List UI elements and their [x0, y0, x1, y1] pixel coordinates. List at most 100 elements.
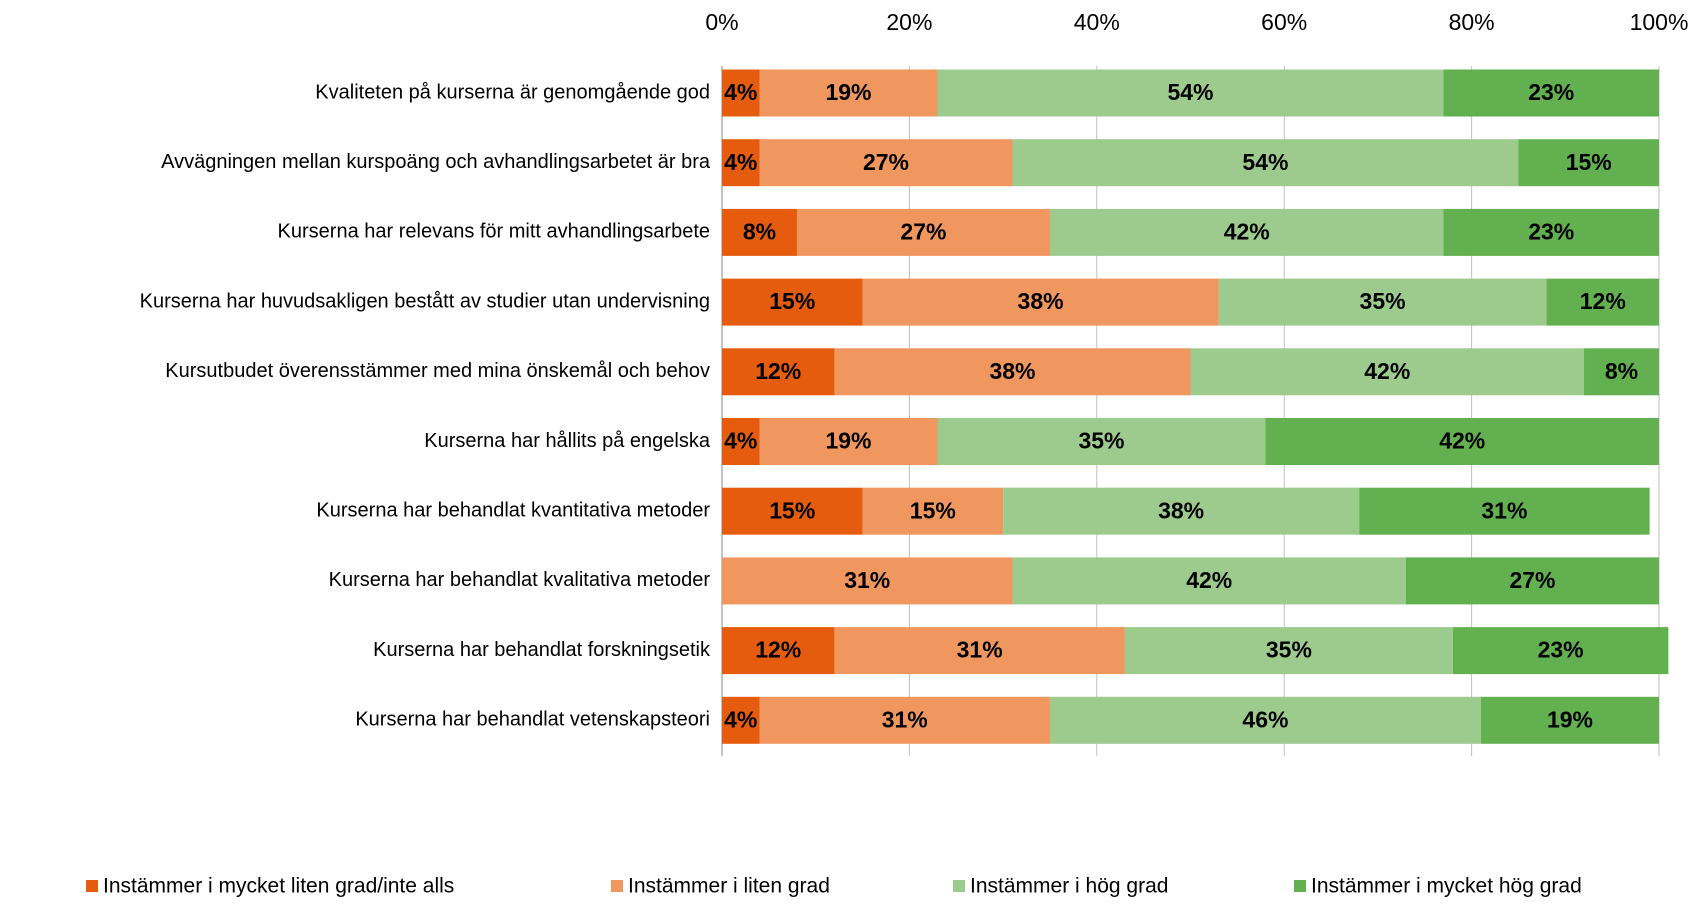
legend-swatch	[1294, 880, 1306, 892]
data-label: 8%	[1605, 358, 1638, 384]
y-tick-label: Kurserna har behandlat vetenskapsteori	[355, 709, 710, 731]
data-label: 23%	[1528, 218, 1574, 244]
bar-segment	[1452, 627, 1669, 675]
bar-segment	[722, 69, 760, 117]
y-tick-label: Kurserna har behandlat kvalitativa metod…	[329, 569, 711, 591]
bar-segment	[1190, 348, 1585, 396]
data-label: 15%	[1566, 149, 1612, 175]
bar-segment	[834, 348, 1191, 396]
data-label: 31%	[1481, 497, 1527, 523]
legend-swatch	[953, 880, 965, 892]
bar-segment	[1124, 627, 1453, 675]
data-label: 38%	[1018, 288, 1064, 314]
data-label: 31%	[957, 637, 1003, 663]
x-tick-label: 40%	[1074, 9, 1120, 35]
y-tick-label: Kvaliteten på kurserna är genomgående go…	[315, 81, 710, 103]
y-tick-label: Kurserna har behandlat forskningsetik	[373, 639, 711, 661]
data-label: 38%	[989, 358, 1035, 384]
bar-segment	[1443, 208, 1659, 256]
data-label: 35%	[1078, 428, 1124, 454]
data-label: 4%	[724, 149, 757, 175]
y-tick-label: Avvägningen mellan kurspoäng och avhandl…	[161, 151, 711, 173]
bar-segment	[759, 418, 938, 465]
data-label: 15%	[769, 288, 815, 314]
y-tick-label: Kurserna har relevans för mitt avhandlin…	[278, 221, 710, 243]
bar-segment	[1012, 139, 1519, 187]
bar-segment	[1012, 557, 1407, 605]
data-label: 4%	[724, 706, 757, 732]
bar-segment	[796, 208, 1050, 256]
legend-label: Instämmer i mycket liten grad/inte alls	[103, 875, 454, 898]
bar-segment	[937, 69, 1444, 117]
data-label: 54%	[1242, 149, 1288, 175]
bar-segment	[722, 208, 797, 256]
data-label: 23%	[1528, 79, 1574, 105]
data-label: 35%	[1360, 288, 1406, 314]
data-label: 31%	[844, 567, 890, 593]
data-label: 31%	[882, 706, 928, 732]
bar-segment	[759, 69, 938, 117]
bar-segment	[1003, 487, 1360, 535]
y-tick-label: Kurserna har hållits på engelska	[424, 430, 711, 452]
bar-segment	[759, 139, 1013, 187]
bar-segment	[862, 487, 1004, 535]
data-label: 12%	[755, 358, 801, 384]
y-tick-label: Kurserna har behandlat kvantitativa meto…	[316, 499, 710, 521]
data-label: 54%	[1167, 79, 1213, 105]
bar-segment	[722, 418, 760, 465]
data-label: 12%	[1580, 288, 1626, 314]
data-label: 15%	[910, 497, 956, 523]
legend-label: Instämmer i mycket hög grad	[1311, 875, 1582, 898]
data-label: 19%	[1547, 706, 1593, 732]
data-label: 15%	[769, 497, 815, 523]
bar-segment	[1518, 139, 1659, 187]
legend-label: Instämmer i liten grad	[628, 875, 830, 898]
bar-segment	[722, 696, 760, 744]
data-label: 35%	[1266, 637, 1312, 663]
bar-segment	[1359, 487, 1650, 535]
bar-segment	[834, 627, 1125, 675]
bar-segment	[862, 278, 1219, 326]
bar-segment	[722, 557, 1013, 605]
bar-segment	[1480, 696, 1659, 744]
legend-swatch	[86, 880, 98, 892]
legend-swatch	[611, 880, 623, 892]
bar-segment	[722, 139, 760, 187]
bar-segment	[759, 696, 1050, 744]
data-label: 4%	[724, 428, 757, 454]
bar-segment	[1584, 348, 1659, 396]
data-label: 23%	[1538, 637, 1584, 663]
data-label: 4%	[724, 79, 757, 105]
bar-segment	[1049, 208, 1444, 256]
bar-segment	[722, 348, 835, 396]
bar-segment	[1443, 69, 1659, 117]
data-label: 12%	[755, 637, 801, 663]
x-tick-label: 0%	[705, 9, 738, 35]
bar-segment	[722, 627, 835, 675]
bar-segment	[937, 418, 1266, 465]
bar-segment	[1218, 278, 1547, 326]
data-label: 42%	[1364, 358, 1410, 384]
x-tick-label: 20%	[886, 9, 932, 35]
data-label: 27%	[900, 218, 946, 244]
bar-segment	[722, 278, 863, 326]
x-tick-label: 80%	[1449, 9, 1495, 35]
legend-label: Instämmer i hög grad	[970, 875, 1168, 898]
bar-segment	[722, 487, 863, 535]
data-label: 27%	[1509, 567, 1555, 593]
bar-segment	[1265, 418, 1659, 465]
data-label: 46%	[1242, 706, 1288, 732]
bar-segment	[1049, 696, 1481, 744]
x-tick-label: 100%	[1630, 9, 1689, 35]
data-label: 42%	[1186, 567, 1232, 593]
data-label: 38%	[1158, 497, 1204, 523]
data-label: 8%	[743, 218, 776, 244]
y-tick-label: Kursutbudet överensstämmer med mina önsk…	[165, 360, 710, 382]
x-tick-label: 60%	[1261, 9, 1307, 35]
y-tick-label: Kurserna har huvudsakligen bestått av st…	[140, 290, 710, 312]
data-label: 19%	[825, 79, 871, 105]
data-label: 27%	[863, 149, 909, 175]
data-label: 19%	[825, 428, 871, 454]
bar-segment	[1546, 278, 1659, 326]
